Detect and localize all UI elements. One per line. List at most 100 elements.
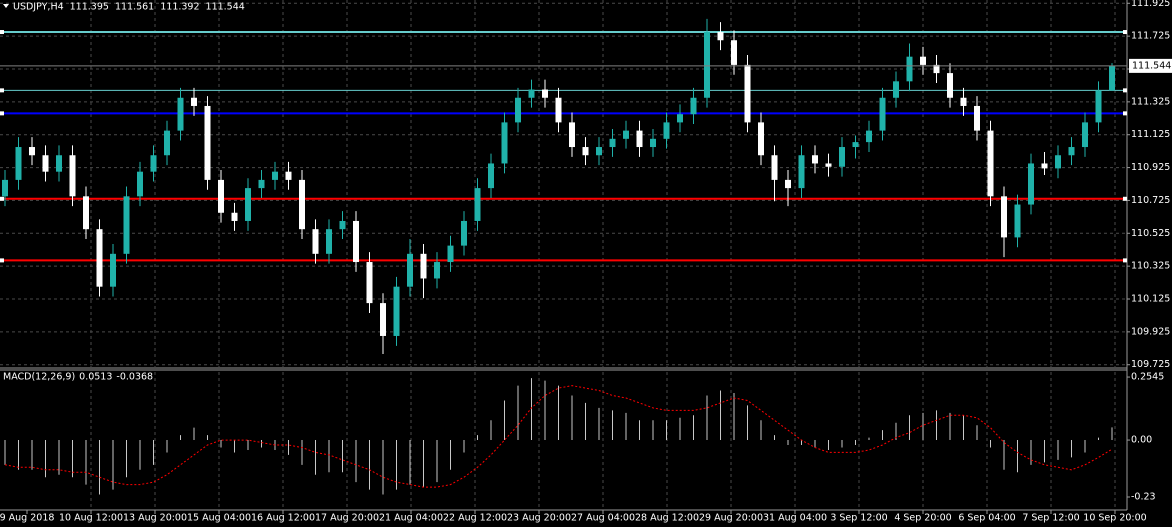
candle-body — [906, 56, 913, 82]
candle-body — [96, 229, 103, 287]
candle-body — [798, 155, 805, 189]
x-tick-label: 10 Sep 20:00 — [1083, 513, 1146, 524]
level-handle — [1123, 258, 1127, 263]
ohlc-value: 111.392 — [160, 2, 199, 13]
candle-body — [191, 97, 197, 106]
candle-body — [569, 122, 575, 148]
x-tick-label: 28 Aug 12:00 — [635, 513, 699, 524]
ohlc-value: 111.561 — [115, 2, 154, 13]
y-tick-label: -0.23 — [1131, 492, 1156, 503]
macd-value: 0.0513 — [79, 372, 112, 383]
candle-body — [137, 171, 143, 197]
x-tick-label: 6 Sep 04:00 — [958, 513, 1015, 524]
y-tick-label: 111.925 — [1131, 0, 1170, 9]
level-handle — [0, 196, 4, 201]
candle-body — [650, 138, 656, 148]
x-tick-label: 9 Aug 2018 — [0, 513, 54, 524]
level-handle — [1123, 196, 1127, 201]
indicator-title: MACD(12,26,9) — [3, 372, 75, 383]
candle-body — [1082, 122, 1088, 148]
candle-body — [434, 262, 440, 279]
x-tick-label: 4 Sep 20:00 — [894, 513, 951, 524]
y-tick-label: 111.725 — [1131, 31, 1170, 42]
candle-body — [299, 179, 305, 230]
candle-body — [744, 64, 751, 123]
candle-body — [717, 32, 724, 41]
level-handle — [0, 88, 4, 93]
y-tick-label: 110.325 — [1131, 261, 1170, 272]
candle-body — [488, 163, 494, 189]
level-handle — [0, 30, 4, 35]
price-label-box — [1129, 58, 1172, 73]
x-tick-label: 21 Aug 04:00 — [379, 513, 443, 524]
candle-body — [515, 97, 521, 123]
candle-body — [771, 155, 778, 180]
candle-body — [974, 105, 980, 131]
candle-body — [1001, 196, 1007, 238]
candle-body — [339, 220, 346, 230]
ohlc-value: 111.544 — [206, 2, 245, 13]
candle-body — [29, 147, 35, 156]
candle-body — [1109, 65, 1115, 91]
candle-body — [731, 40, 737, 65]
candle-body — [1028, 163, 1034, 205]
x-tick-label: 22 Aug 12:00 — [443, 513, 507, 524]
candle-body — [2, 179, 8, 197]
candle-body — [258, 179, 265, 189]
candle-body — [690, 97, 697, 115]
y-tick-label: 110.125 — [1131, 294, 1170, 305]
y-tick-label: 110.925 — [1131, 162, 1170, 173]
x-tick-label: 29 Aug 20:00 — [699, 513, 763, 524]
y-tick-label: 109.925 — [1131, 326, 1170, 337]
level-handle — [0, 111, 4, 116]
y-tick-label: 111.125 — [1131, 129, 1170, 140]
candle-body — [285, 171, 292, 180]
candle-body — [123, 196, 130, 254]
candle-body — [353, 220, 359, 263]
price-label: 111.544 — [1132, 60, 1171, 71]
candle-body — [1095, 90, 1102, 123]
candle-body — [933, 64, 940, 74]
candle-body — [555, 97, 562, 123]
candle-body — [582, 147, 589, 156]
candle-body — [164, 130, 170, 156]
candle-body — [542, 89, 548, 98]
candle-body — [56, 155, 62, 172]
x-tick-label: 31 Aug 04:00 — [763, 513, 827, 524]
candle-body — [987, 130, 994, 197]
candle-body — [501, 122, 508, 164]
candle-body — [69, 155, 76, 197]
y-tick-label: 0.00 — [1131, 435, 1152, 446]
candle-body — [866, 130, 872, 143]
y-tick-label: 109.725 — [1131, 359, 1170, 370]
candle-body — [83, 196, 89, 230]
candle-body — [461, 220, 467, 246]
x-tick-label: 7 Sep 12:00 — [1022, 513, 1079, 524]
menu-arrow — [3, 4, 9, 8]
candle-body — [636, 130, 643, 148]
candle-body — [893, 81, 899, 98]
level-handle — [1123, 111, 1127, 116]
candle-body — [326, 229, 332, 254]
y-tick-label: 0.2545 — [1131, 372, 1164, 383]
candle-body — [366, 262, 373, 304]
candle-body — [960, 97, 967, 106]
candle-body — [1068, 147, 1075, 156]
level-handle — [1123, 30, 1127, 35]
candle-body — [852, 142, 859, 148]
candle-body — [218, 179, 224, 213]
candle-body — [407, 253, 413, 287]
candle-body — [812, 155, 818, 164]
candle-body — [1055, 155, 1061, 169]
x-tick-label: 17 Aug 20:00 — [315, 513, 379, 524]
x-tick-label: 10 Aug 12:00 — [59, 513, 123, 524]
candle-body — [380, 303, 386, 336]
candle-body — [677, 114, 683, 123]
candle-body — [420, 253, 427, 279]
candle-body — [758, 122, 764, 156]
candle-body — [920, 56, 926, 65]
x-tick-label: 16 Aug 12:00 — [251, 513, 315, 524]
candle-body — [609, 138, 616, 148]
ohlc-value: 111.395 — [70, 2, 109, 13]
